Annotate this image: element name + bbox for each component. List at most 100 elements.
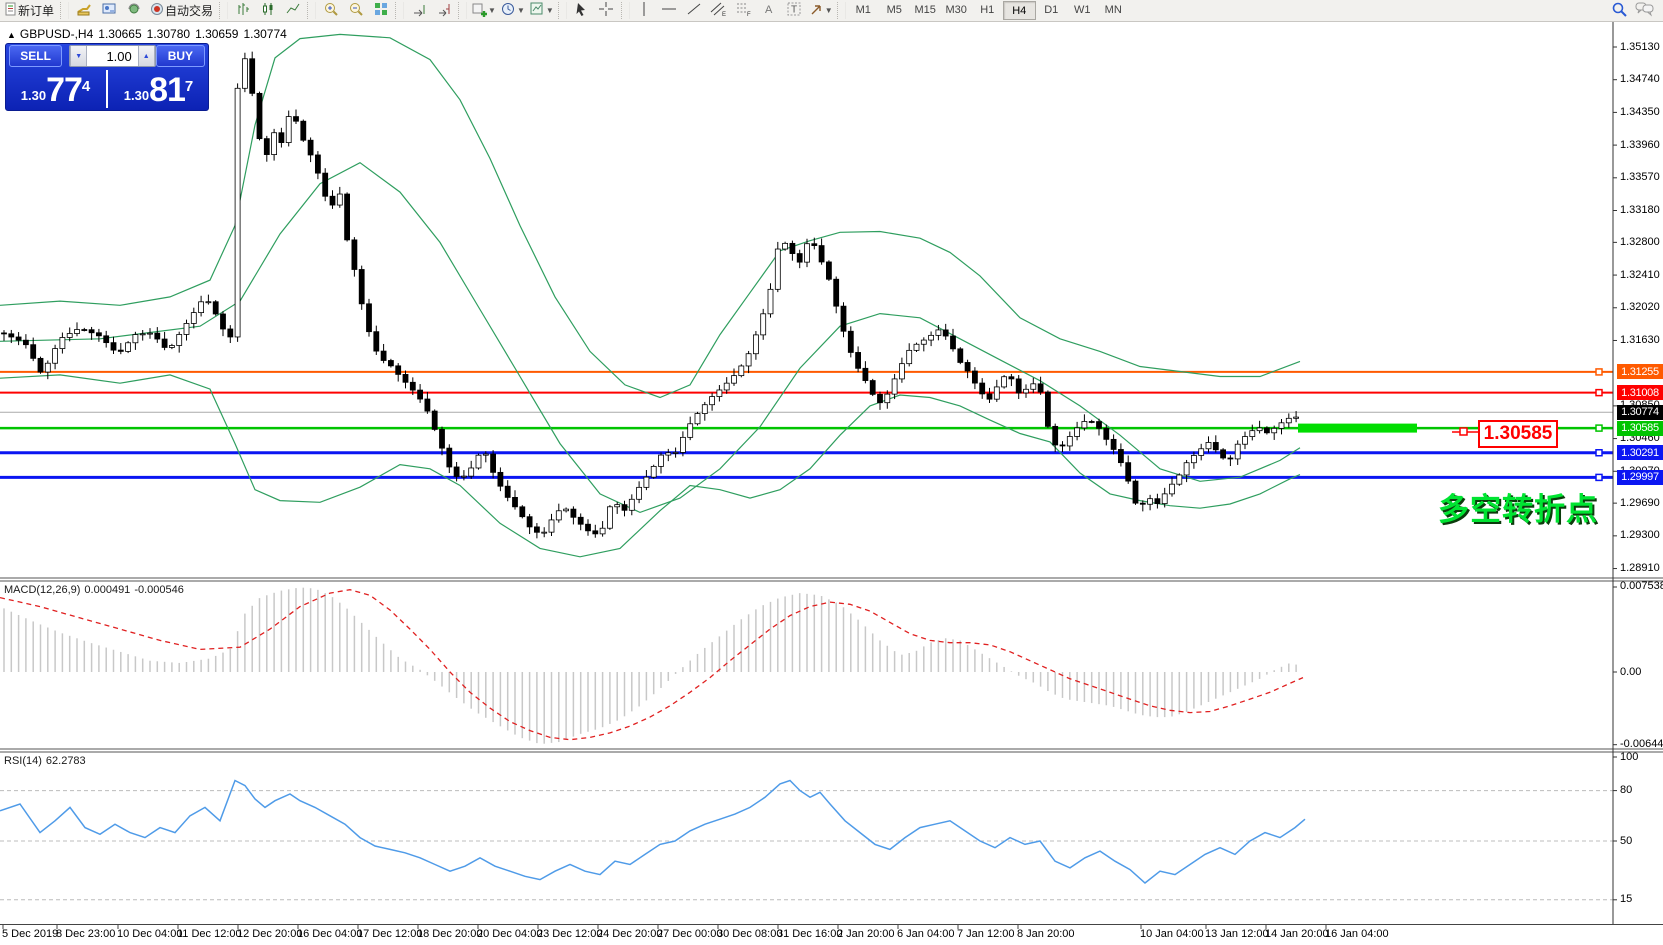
hline-price-flag: 1.29997 xyxy=(1617,469,1663,485)
horizontal-lines[interactable] xyxy=(0,368,1613,482)
price-callout[interactable]: 1.30585 xyxy=(1478,420,1558,448)
fibonacci-icon: F xyxy=(735,1,753,20)
text-tool[interactable]: A xyxy=(757,1,782,20)
autotrading-label: 自动交易 xyxy=(165,4,214,18)
time-tick: 14 Jan 20:00 xyxy=(1265,928,1329,940)
equidistant-channel-tool[interactable]: E xyxy=(707,1,732,20)
line-chart-icon xyxy=(285,1,301,20)
time-tick: 6 Jan 04:00 xyxy=(897,928,955,940)
timeframe-w1[interactable]: W1 xyxy=(1073,3,1091,16)
annotation-text[interactable]: 多空转折点 xyxy=(1438,492,1598,527)
zoom-in-icon xyxy=(323,1,339,20)
price-tick: 1.33180 xyxy=(1620,204,1660,216)
clock-icon xyxy=(500,1,516,20)
trendline-icon xyxy=(686,1,702,20)
text-icon: A xyxy=(762,2,776,19)
chat-button[interactable] xyxy=(1632,1,1657,20)
trendline-tool[interactable] xyxy=(682,1,707,20)
sell-price-small: 1.30 xyxy=(20,88,47,103)
rsi-tick: 50 xyxy=(1620,834,1633,847)
hline-price-flag: 1.31255 xyxy=(1617,364,1663,380)
arrows-tool[interactable]: ▼ xyxy=(807,1,835,20)
bid-price-flag: 1.30774 xyxy=(1617,404,1663,420)
search-button[interactable] xyxy=(1607,1,1632,20)
cursor-button[interactable] xyxy=(569,1,594,20)
hline-price-flag: 1.30291 xyxy=(1617,445,1663,461)
tile-windows-button[interactable] xyxy=(368,1,393,20)
line-chart-button[interactable] xyxy=(280,1,305,20)
buy-button[interactable]: BUY xyxy=(155,45,205,67)
sell-button[interactable]: SELL xyxy=(9,45,63,67)
highlight-zone xyxy=(1298,423,1417,433)
text-label-tool[interactable]: T xyxy=(782,1,807,20)
buy-price[interactable]: 1.30 81 7 xyxy=(109,67,208,107)
price-tick: 1.33570 xyxy=(1620,171,1660,184)
macd-label: MACD(12,26,9) 0.000491 -0.000546 xyxy=(4,584,188,596)
autotrading-button[interactable]: 自动交易 xyxy=(146,1,217,20)
terminal-button[interactable] xyxy=(121,1,146,20)
text-label-icon: T xyxy=(786,1,802,20)
timeframe-m1[interactable]: M1 xyxy=(855,3,871,16)
time-tick: 23 Dec 12:00 xyxy=(537,928,603,940)
timeframe-m15[interactable]: M15 xyxy=(914,3,936,16)
sell-price-big: 77 xyxy=(46,71,83,109)
time-tick: 8 Dec 23:00 xyxy=(56,928,116,940)
time-tick: 5 Dec 2019 xyxy=(2,928,59,940)
hline-handle xyxy=(1595,388,1603,397)
indicators-button[interactable]: ▼ xyxy=(469,1,498,20)
rsi-tick: 15 xyxy=(1620,893,1633,906)
template-icon xyxy=(529,1,545,20)
fibonacci-tool[interactable]: F xyxy=(732,1,757,20)
navigator-button[interactable] xyxy=(96,1,121,20)
timeframe-d1[interactable]: D1 xyxy=(1044,3,1059,16)
new-order-button[interactable]: 新订单 xyxy=(0,1,58,20)
volume-increase-button[interactable]: ▲ xyxy=(137,46,155,66)
macd-value-signal: -0.000546 xyxy=(134,584,184,596)
vertical-line-tool[interactable] xyxy=(632,1,657,20)
volume-decrease-button[interactable]: ▼ xyxy=(70,46,88,66)
templates-button[interactable]: ▼ xyxy=(527,1,556,20)
chart-shift-button[interactable] xyxy=(431,1,456,20)
time-tick: 30 Dec 08:00 xyxy=(717,928,783,940)
time-tick: 31 Dec 16:00 xyxy=(777,928,843,940)
timeframe-h1[interactable]: H1 xyxy=(980,3,995,16)
sell-price[interactable]: 1.30 77 4 xyxy=(6,67,105,107)
candlestick-chart-button[interactable] xyxy=(255,1,280,20)
macd-value-main: 0.000491 xyxy=(84,584,131,596)
auto-scroll-icon xyxy=(411,1,427,20)
hline-price-flag: 1.30585 xyxy=(1617,420,1663,436)
macd-signal-line xyxy=(0,589,1304,741)
cursor-icon xyxy=(574,2,588,20)
periods-button[interactable]: ▼ xyxy=(498,1,527,20)
crosshair-button[interactable] xyxy=(594,1,619,20)
time-tick: 16 Jan 04:00 xyxy=(1325,928,1389,940)
zoom-in-button[interactable] xyxy=(318,1,343,20)
timeframe-mn[interactable]: MN xyxy=(1104,3,1122,16)
horizontal-line-tool[interactable] xyxy=(657,1,682,20)
toolbar-separator xyxy=(557,2,567,19)
time-tick: 8 Jan 20:00 xyxy=(1017,928,1075,940)
panel-collapse-icon[interactable]: ▲ xyxy=(7,30,16,40)
indicators-add-icon xyxy=(471,1,488,20)
zoom-out-button[interactable] xyxy=(343,1,368,20)
market-watch-button[interactable] xyxy=(71,1,96,20)
chart-shift-icon xyxy=(436,1,452,20)
auto-scroll-button[interactable] xyxy=(406,1,431,20)
chat-icon xyxy=(1635,1,1655,20)
ohlc-low: 1.30659 xyxy=(195,27,239,41)
symbol-name: GBPUSD-,H4 xyxy=(19,27,94,41)
toolbar-separator xyxy=(620,2,630,19)
timeframe-m30[interactable]: M30 xyxy=(945,3,967,16)
toolbar-separator xyxy=(458,2,468,19)
timeframe-m5[interactable]: M5 xyxy=(886,3,902,16)
rsi-name: RSI(14) xyxy=(4,755,42,767)
macd-tick-max: 0.007538 xyxy=(1620,580,1663,593)
toolbar-separator xyxy=(395,2,405,19)
volume-input[interactable]: 1.00 xyxy=(106,48,132,64)
time-tick: 17 Dec 12:00 xyxy=(357,928,423,940)
bar-chart-button[interactable] xyxy=(230,1,255,20)
timeframe-h4[interactable]: H4 xyxy=(1002,1,1036,20)
ohlc-high: 1.30780 xyxy=(146,27,191,41)
